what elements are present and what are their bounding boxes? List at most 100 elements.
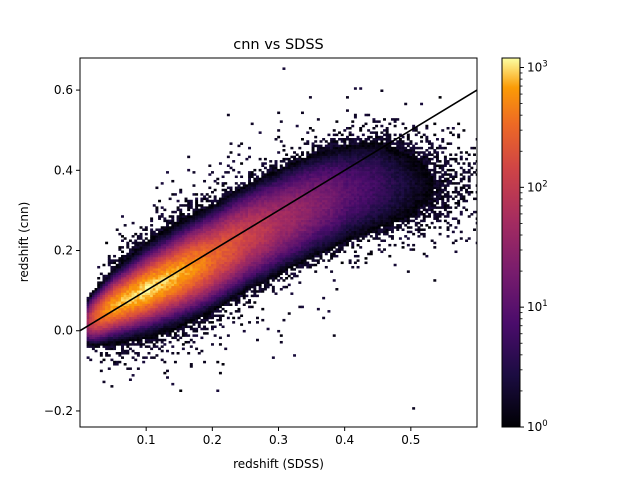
histogram-cell bbox=[113, 270, 117, 273]
histogram-cell bbox=[136, 318, 140, 322]
histogram-cell bbox=[86, 321, 90, 324]
histogram-cell bbox=[274, 257, 278, 260]
histogram-cell bbox=[263, 173, 267, 176]
histogram-cell bbox=[107, 281, 111, 284]
histogram-cell bbox=[221, 232, 225, 236]
histogram-cell bbox=[314, 250, 318, 254]
histogram-cell bbox=[123, 296, 127, 300]
histogram-cell bbox=[184, 259, 188, 262]
histogram-cell bbox=[176, 283, 180, 287]
histogram-cell bbox=[311, 230, 315, 234]
histogram-cell bbox=[332, 193, 336, 196]
histogram-cell bbox=[277, 171, 281, 174]
histogram-cell bbox=[176, 299, 180, 302]
histogram-cell bbox=[322, 162, 326, 165]
histogram-cell bbox=[208, 307, 212, 311]
histogram-cell bbox=[102, 263, 106, 267]
histogram-cell bbox=[221, 195, 225, 198]
histogram-cell bbox=[319, 219, 323, 223]
histogram-cell bbox=[242, 239, 246, 242]
histogram-cell bbox=[173, 334, 177, 337]
histogram-cell bbox=[158, 329, 162, 333]
histogram-cell bbox=[213, 281, 217, 284]
histogram-cell bbox=[279, 208, 283, 212]
histogram-cell bbox=[250, 224, 254, 227]
histogram-cell bbox=[126, 303, 130, 306]
histogram-cell bbox=[269, 265, 273, 269]
histogram-cell bbox=[155, 252, 159, 256]
histogram-cell bbox=[139, 296, 143, 300]
histogram-cell bbox=[335, 237, 339, 240]
histogram-cell bbox=[91, 338, 95, 342]
histogram-cell bbox=[327, 197, 331, 201]
histogram-cell bbox=[155, 316, 159, 320]
histogram-cell bbox=[123, 268, 127, 271]
histogram-cell bbox=[136, 321, 140, 324]
histogram-cell bbox=[197, 219, 201, 223]
histogram-cell bbox=[279, 288, 283, 291]
histogram-cell bbox=[221, 175, 225, 179]
histogram-cell bbox=[327, 199, 331, 203]
histogram-cell bbox=[152, 285, 156, 289]
histogram-cell bbox=[245, 239, 249, 242]
histogram-cell bbox=[295, 199, 299, 203]
histogram-cell bbox=[322, 215, 326, 218]
histogram-cell bbox=[147, 254, 151, 258]
histogram-cell bbox=[248, 243, 252, 247]
histogram-cell bbox=[147, 318, 151, 322]
histogram-cell bbox=[269, 186, 273, 190]
histogram-cell bbox=[274, 186, 278, 190]
histogram-cell bbox=[216, 177, 220, 181]
histogram-cell bbox=[253, 173, 257, 176]
histogram-cell bbox=[99, 305, 103, 309]
histogram-cell bbox=[311, 246, 315, 249]
histogram-cell bbox=[176, 276, 180, 280]
histogram-cell bbox=[226, 265, 230, 269]
histogram-cell bbox=[319, 149, 323, 152]
histogram-cell bbox=[163, 279, 167, 282]
histogram-cell bbox=[181, 235, 185, 238]
histogram-cell bbox=[285, 228, 289, 231]
histogram-cell bbox=[261, 232, 265, 236]
histogram-cell bbox=[237, 250, 241, 254]
histogram-cell bbox=[245, 254, 249, 258]
histogram-cell bbox=[139, 235, 143, 238]
histogram-cell bbox=[134, 259, 138, 262]
histogram-cell bbox=[274, 228, 278, 231]
histogram-cell bbox=[256, 265, 259, 269]
histogram-cell bbox=[226, 208, 230, 212]
histogram-cell bbox=[248, 206, 252, 209]
histogram-cell bbox=[195, 268, 199, 271]
histogram-cell bbox=[200, 270, 204, 273]
histogram-cell bbox=[155, 340, 159, 344]
histogram-cell bbox=[298, 246, 302, 249]
histogram-cell bbox=[211, 217, 214, 220]
histogram-cell bbox=[123, 312, 127, 315]
histogram-cell bbox=[91, 347, 95, 351]
histogram-cell bbox=[89, 310, 93, 313]
histogram-cell bbox=[261, 210, 265, 214]
histogram-cell bbox=[211, 310, 214, 313]
histogram-cell bbox=[234, 241, 238, 245]
histogram-cell bbox=[184, 281, 188, 284]
histogram-cell bbox=[213, 237, 217, 240]
histogram-cell bbox=[102, 305, 106, 309]
histogram-cell bbox=[314, 217, 318, 220]
histogram-cell bbox=[134, 321, 138, 324]
histogram-cell bbox=[229, 190, 233, 194]
histogram-cell bbox=[242, 204, 246, 207]
histogram-cell bbox=[335, 175, 339, 179]
histogram-cell bbox=[295, 232, 299, 236]
histogram-cell bbox=[229, 241, 233, 245]
histogram-cell bbox=[163, 283, 167, 287]
histogram-cell bbox=[308, 126, 312, 130]
histogram-cell bbox=[248, 246, 252, 249]
histogram-cell bbox=[327, 232, 331, 236]
histogram-cell bbox=[229, 228, 233, 231]
histogram-cell bbox=[158, 279, 162, 282]
histogram-cell bbox=[314, 195, 318, 198]
histogram-cell bbox=[332, 199, 336, 203]
histogram-cell bbox=[105, 292, 109, 295]
histogram-cell bbox=[216, 252, 220, 256]
histogram-cell bbox=[200, 250, 204, 254]
